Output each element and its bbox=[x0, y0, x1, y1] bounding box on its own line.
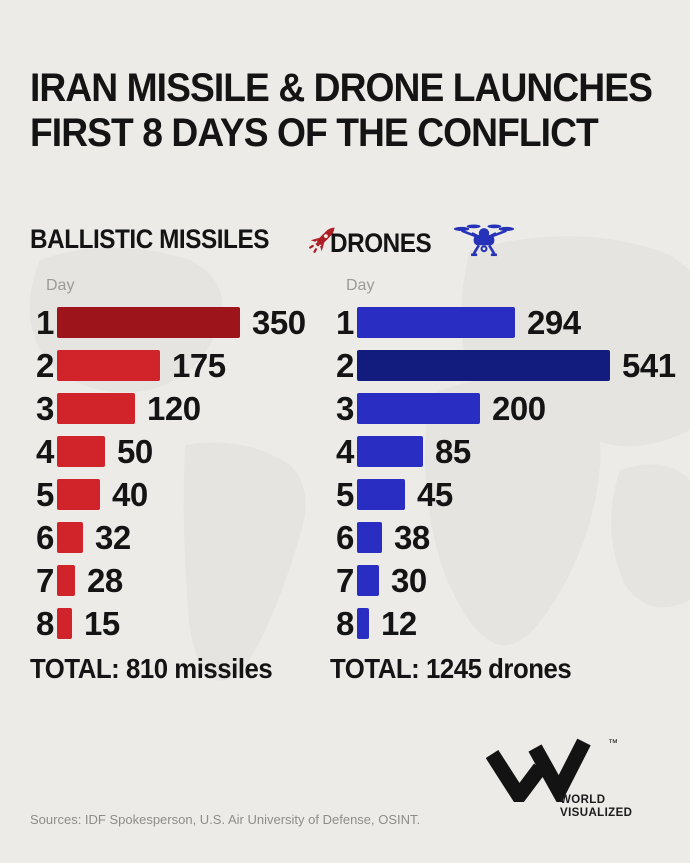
missiles-bar-rows: 1 350 2 175 3 120 4 50 5 40 6 32 7 28 8 15 bbox=[32, 301, 332, 645]
missiles-day-axis-label: Day bbox=[46, 277, 75, 294]
bar-value-label: 28 bbox=[87, 561, 123, 599]
bar-value-label: 30 bbox=[391, 561, 427, 599]
bar-row-day-2: 2 541 bbox=[332, 344, 688, 387]
drones-chart: Day 1 294 2 541 3 200 4 85 5 45 6 38 7 30 8 12 bbox=[332, 277, 688, 645]
bar-row-day-8: 8 15 bbox=[32, 602, 332, 645]
bar bbox=[357, 393, 480, 424]
bar-row-day-6: 6 38 bbox=[332, 516, 688, 559]
logo-text: WORLD VISUALIZED bbox=[560, 794, 632, 820]
logo-text-line-1: WORLD bbox=[560, 794, 606, 806]
world-visualized-logo: ™ WORLD VISUALIZED bbox=[485, 736, 656, 826]
bar-row-day-1: 1 294 bbox=[332, 301, 688, 344]
bar-row-day-3: 3 200 bbox=[332, 387, 688, 430]
bar-value-label: 294 bbox=[527, 303, 581, 341]
day-label: 6 bbox=[36, 518, 54, 556]
bar-value-label: 85 bbox=[435, 432, 471, 470]
bar bbox=[57, 393, 135, 424]
bar-value-label: 541 bbox=[622, 346, 676, 384]
missiles-section-header: BALLISTIC MISSILES bbox=[30, 222, 340, 256]
day-label: 7 bbox=[336, 561, 354, 599]
day-label: 5 bbox=[36, 475, 54, 513]
bar bbox=[357, 350, 610, 381]
bar-value-label: 50 bbox=[117, 432, 153, 470]
title-line-2: FIRST 8 DAYS OF THE CONFLICT bbox=[30, 111, 599, 155]
day-label: 6 bbox=[336, 518, 354, 556]
bar bbox=[357, 565, 379, 596]
bar bbox=[57, 307, 240, 338]
drones-section-label: DRONES bbox=[330, 228, 432, 258]
day-label: 8 bbox=[336, 604, 354, 642]
day-label: 5 bbox=[336, 475, 354, 513]
day-label: 8 bbox=[36, 604, 54, 642]
bar-value-label: 175 bbox=[172, 346, 226, 384]
day-label: 3 bbox=[336, 389, 354, 427]
bar-value-label: 40 bbox=[112, 475, 148, 513]
drone-icon bbox=[453, 222, 515, 265]
sources-note: Sources: IDF Spokesperson, U.S. Air Univ… bbox=[30, 812, 421, 827]
page-title: IRAN MISSILE & DRONE LAUNCHES FIRST 8 DA… bbox=[30, 66, 653, 156]
day-label: 3 bbox=[36, 389, 54, 427]
bar-value-label: 12 bbox=[381, 604, 417, 642]
missiles-chart: Day 1 350 2 175 3 120 4 50 5 40 6 32 7 28 8 15 bbox=[32, 277, 332, 645]
bar-row-day-6: 6 32 bbox=[32, 516, 332, 559]
day-label: 4 bbox=[336, 432, 354, 470]
bar bbox=[357, 307, 515, 338]
bar-value-label: 200 bbox=[492, 389, 546, 427]
logo-text-line-2: VISUALIZED bbox=[560, 807, 633, 819]
bar bbox=[57, 350, 160, 381]
day-label: 1 bbox=[336, 303, 354, 341]
day-label: 1 bbox=[36, 303, 54, 341]
bar-value-label: 15 bbox=[84, 604, 120, 642]
bar bbox=[57, 436, 105, 467]
bar bbox=[57, 608, 72, 639]
day-label: 7 bbox=[36, 561, 54, 599]
bar-value-label: 38 bbox=[394, 518, 430, 556]
bar bbox=[57, 479, 100, 510]
bar bbox=[357, 522, 382, 553]
bar-value-label: 350 bbox=[252, 303, 306, 341]
bar-row-day-7: 7 30 bbox=[332, 559, 688, 602]
drones-day-axis-label: Day bbox=[346, 277, 375, 294]
missiles-section-label: BALLISTIC MISSILES bbox=[30, 223, 269, 254]
bar-row-day-1: 1 350 bbox=[32, 301, 332, 344]
drones-total: TOTAL: 1245 drones bbox=[330, 653, 572, 684]
wv-logo-mark bbox=[485, 738, 591, 810]
bar-row-day-5: 5 45 bbox=[332, 473, 688, 516]
bar-row-day-8: 8 12 bbox=[332, 602, 688, 645]
bar-row-day-7: 7 28 bbox=[32, 559, 332, 602]
bar bbox=[357, 436, 423, 467]
day-label: 4 bbox=[36, 432, 54, 470]
drones-bar-rows: 1 294 2 541 3 200 4 85 5 45 6 38 7 30 8 12 bbox=[332, 301, 688, 645]
bar-row-day-2: 2 175 bbox=[32, 344, 332, 387]
trademark-symbol: ™ bbox=[608, 738, 618, 749]
bar-value-label: 45 bbox=[417, 475, 453, 513]
day-label: 2 bbox=[36, 346, 54, 384]
bar bbox=[357, 479, 405, 510]
bar-row-day-4: 4 50 bbox=[32, 430, 332, 473]
bar bbox=[57, 565, 75, 596]
missiles-total: TOTAL: 810 missiles bbox=[30, 653, 273, 684]
bar bbox=[357, 608, 369, 639]
title-line-1: IRAN MISSILE & DRONE LAUNCHES bbox=[30, 66, 653, 110]
bar-value-label: 120 bbox=[147, 389, 201, 427]
bar-value-label: 32 bbox=[95, 518, 131, 556]
bar-row-day-4: 4 85 bbox=[332, 430, 688, 473]
bar bbox=[57, 522, 83, 553]
day-label: 2 bbox=[336, 346, 354, 384]
bar-row-day-5: 5 40 bbox=[32, 473, 332, 516]
drones-section-header: DRONES bbox=[330, 222, 515, 265]
bar-row-day-3: 3 120 bbox=[32, 387, 332, 430]
missile-icon bbox=[298, 215, 346, 263]
